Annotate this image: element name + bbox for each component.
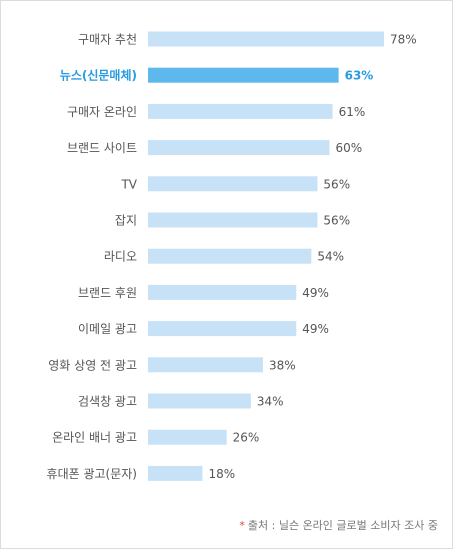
value-label: 60% [336, 141, 363, 155]
bar [148, 429, 227, 445]
category-label: 온라인 배너 광고 [52, 431, 137, 445]
footnote-text: 출처 : 닐슨 온라인 글로벌 소비자 조사 중 [247, 519, 438, 532]
bar-highlight [148, 67, 339, 83]
bar [148, 212, 318, 228]
bar [148, 357, 263, 373]
category-label: 뉴스(신문매체) [60, 68, 137, 83]
category-label: 휴대폰 광고(문자) [47, 467, 137, 481]
category-label: 검색창 광고 [78, 395, 137, 409]
bar [148, 284, 297, 300]
bar [148, 31, 384, 47]
category-label: 라디오 [104, 250, 137, 264]
value-label: 26% [233, 431, 260, 445]
category-label: 영화 상영 전 광고 [48, 358, 137, 372]
bar [148, 176, 318, 192]
category-label: 구매자 온라인 [67, 105, 137, 119]
value-label: 56% [323, 214, 350, 228]
bar [148, 465, 203, 481]
value-label: 18% [208, 467, 235, 481]
value-label: 56% [323, 177, 350, 191]
bar [148, 393, 251, 409]
value-label: 54% [317, 250, 344, 264]
category-label: TV [120, 177, 137, 191]
value-label: 49% [302, 322, 329, 336]
bar [148, 248, 312, 264]
value-label: 78% [390, 33, 417, 47]
bar [148, 103, 333, 119]
category-label: 구매자 추천 [78, 32, 137, 47]
value-label: 38% [269, 358, 296, 372]
bar [148, 140, 330, 156]
value-label: 61% [339, 105, 366, 119]
category-label: 이메일 광고 [78, 322, 137, 336]
category-label: 잡지 [115, 214, 137, 228]
value-label: 34% [257, 395, 284, 409]
source-footnote: * 출처 : 닐슨 온라인 글로벌 소비자 조사 중 [239, 517, 438, 533]
value-label: 63% [345, 69, 374, 83]
value-label: 49% [302, 286, 329, 300]
category-label: 브랜드 사이트 [67, 141, 137, 155]
bar [148, 321, 297, 337]
footnote-asterisk: * [239, 519, 245, 532]
category-label: 브랜드 후원 [78, 286, 137, 300]
